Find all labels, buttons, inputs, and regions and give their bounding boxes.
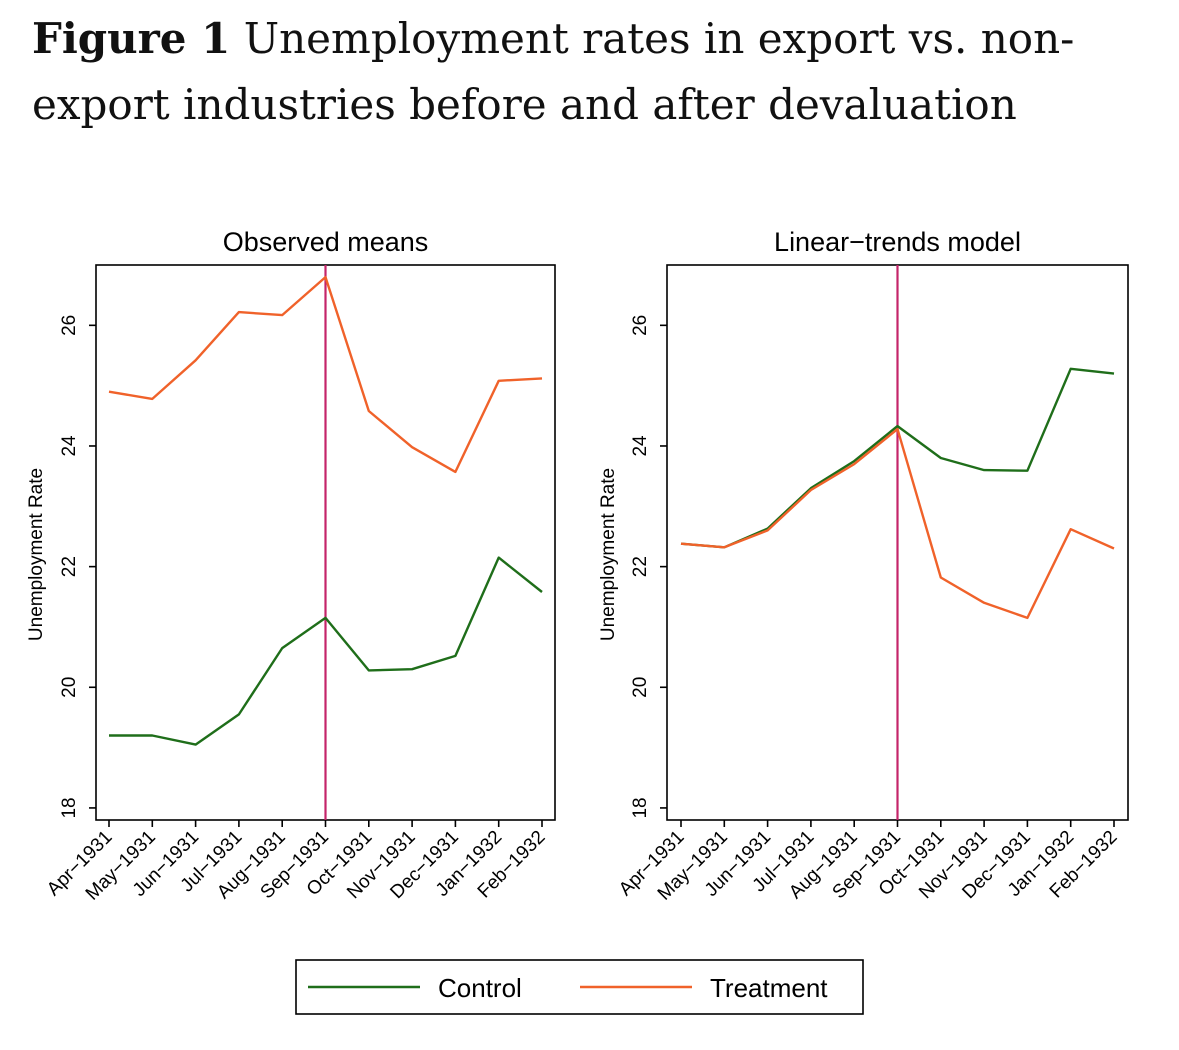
y-tick-label: 24 <box>630 435 651 457</box>
chart-panel-2: Linear−trends model Unemployment Rate 18 20… <box>598 227 1129 905</box>
panel-title: Observed means <box>223 227 429 257</box>
y-tick-label: 20 <box>59 677 80 698</box>
y-tick-label: 20 <box>630 677 651 698</box>
series-line-treatment <box>108 275 543 474</box>
chart-panel-1: Observed means Unemployment Rate 18 20 22 24 2… <box>26 227 556 905</box>
legend-label-treatment: Treatment <box>710 973 828 1003</box>
figure-title-text: Unemployment rates in export vs. non-exp… <box>32 14 1075 129</box>
series-line-treatment <box>680 427 1115 620</box>
chart-legend: Control Treatment <box>295 959 864 1015</box>
chart-panels: Observed means Unemployment Rate 18 20 22 24 2… <box>26 227 1129 905</box>
y-tick-label: 26 <box>59 315 80 336</box>
y-tick-label: 22 <box>59 556 80 577</box>
y-tick-label: 24 <box>59 435 80 457</box>
y-tick-label: 18 <box>630 797 651 818</box>
y-axis-title: Unemployment Rate <box>26 468 47 641</box>
y-tick-label: 18 <box>59 797 80 818</box>
figure-label: Figure 1 <box>32 14 231 63</box>
panel-title: Linear−trends model <box>774 227 1021 257</box>
legend-label-control: Control <box>438 973 522 1003</box>
figure-title: Figure 1 Unemployment rates in export vs… <box>32 6 1152 138</box>
y-tick-label: 22 <box>630 556 651 577</box>
y-axis-title: Unemployment Rate <box>598 468 619 641</box>
y-tick-label: 26 <box>630 315 651 336</box>
series-line-control <box>109 556 543 746</box>
